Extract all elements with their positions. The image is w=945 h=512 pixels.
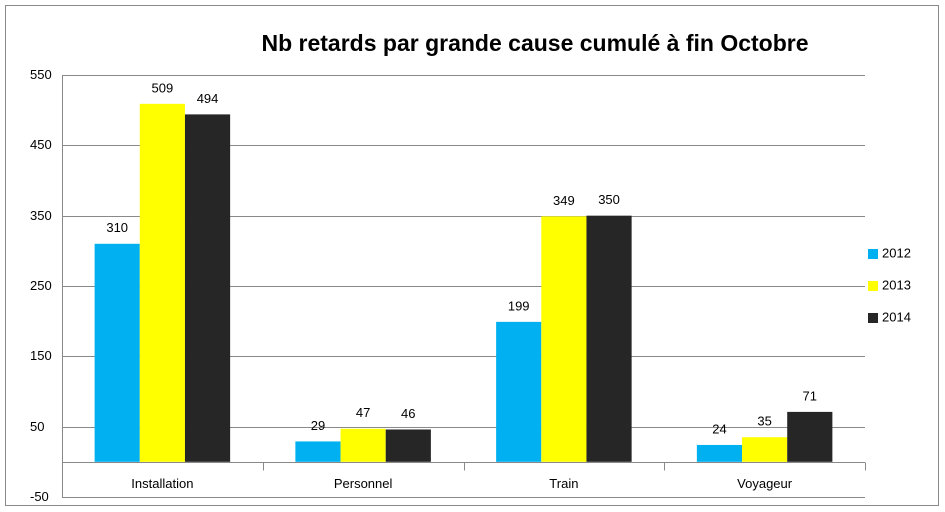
data-label: 199 [508,298,530,313]
bar [184,114,231,462]
data-label: 509 [152,80,174,95]
data-label: 350 [598,192,620,207]
bar [295,441,341,462]
x-tick-label: Voyageur [737,476,793,491]
bar [586,215,632,462]
legend-swatch [868,281,878,291]
legend-label: 2012 [882,245,911,260]
bar [787,411,833,462]
y-tick-label: 250 [30,278,52,293]
bar [742,437,788,462]
y-tick-label: 350 [30,208,52,223]
data-label: 349 [553,193,575,208]
legend-label: 2013 [882,277,911,292]
data-label: 47 [356,405,370,420]
y-tick-label: -50 [30,489,49,504]
bar [139,103,185,462]
data-label: 46 [401,406,415,421]
data-label: 29 [311,418,325,433]
x-tick-label: Personnel [334,476,393,491]
bar [385,429,431,462]
bar [94,243,140,462]
data-label: 35 [757,414,771,429]
x-tick-label: Train [549,476,578,491]
legend-label: 2014 [882,309,911,324]
y-tick-label: 550 [30,67,52,82]
y-tick-label: 450 [30,137,52,152]
y-tick-label: 150 [30,348,52,363]
y-tick-label: 50 [30,419,44,434]
data-label: 494 [197,91,219,106]
bar [541,216,587,462]
legend-swatch [868,249,878,259]
bar [696,444,743,462]
bar [340,428,386,462]
data-label: 24 [712,421,726,436]
bar [496,321,542,462]
legend-swatch [868,313,878,323]
chart-title: Nb retards par grande cause cumulé à fin… [261,30,808,56]
data-label: 71 [803,388,817,403]
x-tick-label: Installation [131,476,193,491]
data-label: 310 [106,220,128,235]
